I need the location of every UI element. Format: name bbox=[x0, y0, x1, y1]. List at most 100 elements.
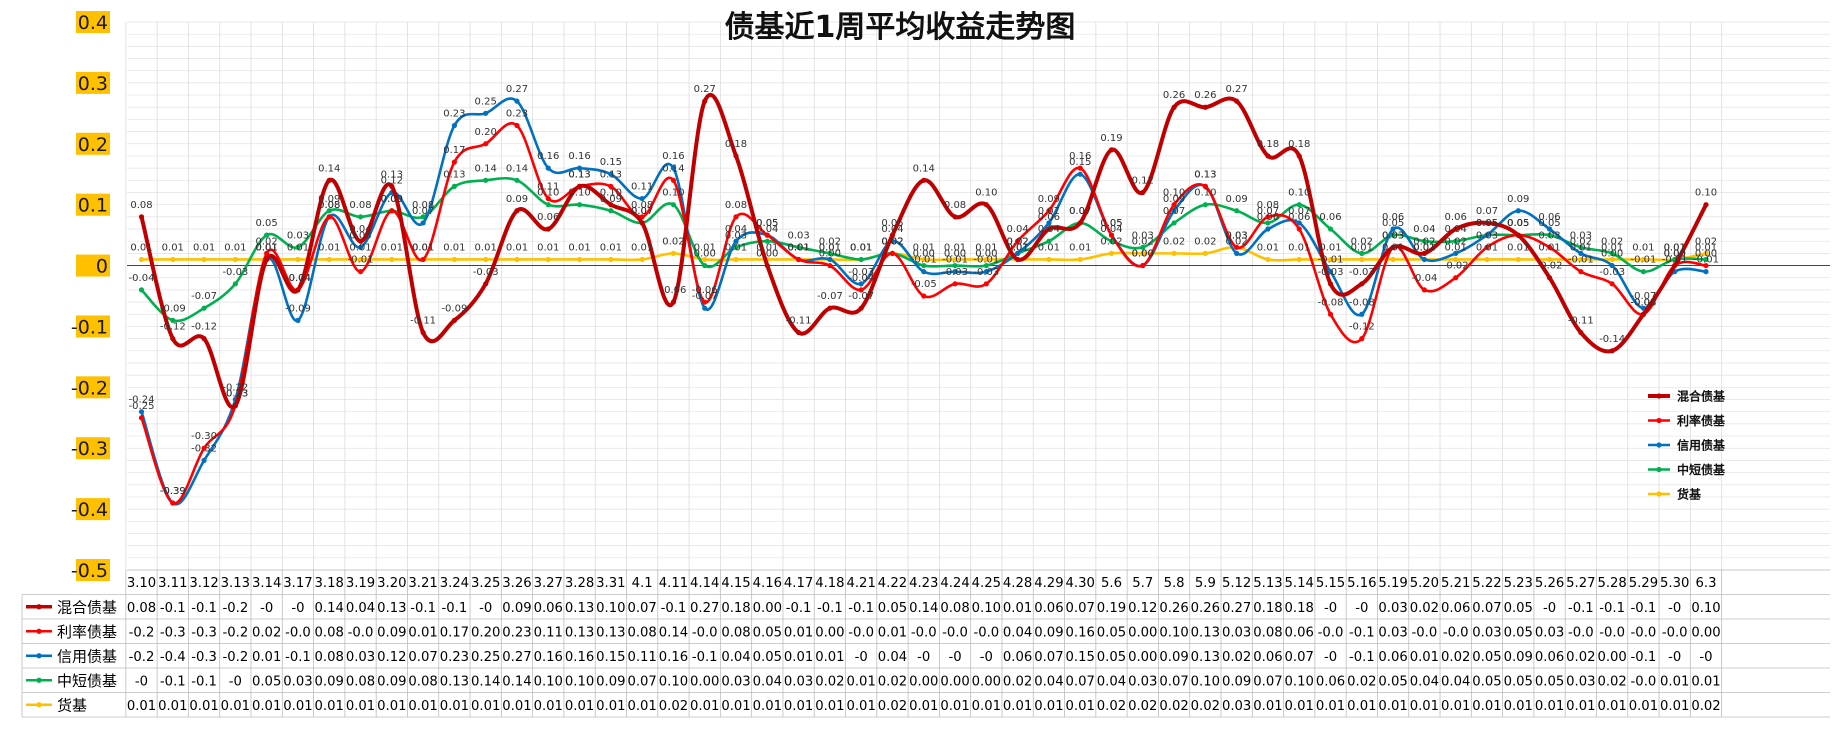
data-label: 0.07 bbox=[1288, 206, 1310, 217]
data-label: 0.01 bbox=[850, 242, 872, 253]
table-cell: 0.05 bbox=[1504, 601, 1533, 616]
y-tick-background bbox=[76, 71, 110, 94]
data-label: 0.18 bbox=[1257, 139, 1279, 150]
data-label: 0.10 bbox=[1288, 188, 1310, 199]
series-line bbox=[139, 92, 1708, 410]
table-cell: 0.02 bbox=[659, 699, 688, 714]
y-tick-background bbox=[76, 11, 110, 33]
table-cell: 0.03 bbox=[1566, 674, 1595, 689]
data-point bbox=[1609, 256, 1615, 263]
data-label: -0.07 bbox=[191, 291, 217, 302]
data-point bbox=[1327, 269, 1334, 275]
data-label: -0.09 bbox=[160, 303, 186, 314]
table-cell: 0.00 bbox=[1597, 650, 1626, 665]
data-label: 0.14 bbox=[475, 163, 497, 174]
data-label: -0.07 bbox=[1630, 291, 1656, 302]
data-point bbox=[733, 214, 739, 220]
data-point bbox=[1484, 232, 1490, 238]
data-label: 0.06 bbox=[1319, 212, 1341, 223]
data-point bbox=[733, 244, 739, 250]
x-category-label: 3.24 bbox=[440, 576, 469, 591]
table-cell: 0.16 bbox=[534, 650, 563, 665]
data-point bbox=[1327, 256, 1334, 263]
data-point bbox=[1327, 226, 1334, 232]
table-cell: 0.02 bbox=[1566, 650, 1595, 665]
table-cell: 0.04 bbox=[721, 650, 750, 665]
data-label: 0.00 bbox=[1132, 249, 1154, 260]
table-cell: 0.26 bbox=[1191, 601, 1220, 616]
table-cell: 0.18 bbox=[1253, 601, 1282, 616]
data-label: 0.02 bbox=[1413, 236, 1435, 247]
table-series-name: 中短债基 bbox=[57, 672, 117, 690]
table-cell: -0.2 bbox=[129, 650, 155, 665]
data-point bbox=[952, 269, 958, 275]
data-point bbox=[1453, 238, 1459, 244]
data-label: 0.01 bbox=[287, 242, 309, 253]
data-label: 0.08 bbox=[349, 200, 371, 211]
table-cell: 0.20 bbox=[471, 625, 500, 640]
data-point bbox=[1609, 262, 1615, 269]
data-label: 0.01 bbox=[1632, 242, 1654, 253]
data-label: -0.01 bbox=[348, 255, 374, 266]
data-point bbox=[295, 287, 301, 293]
table-cell: -0.0 bbox=[1599, 625, 1625, 640]
data-label: 0.02 bbox=[1695, 236, 1717, 247]
x-category-label: 5.13 bbox=[1253, 576, 1282, 591]
table-cell: 0.13 bbox=[1191, 650, 1220, 665]
data-point bbox=[1546, 256, 1553, 263]
data-point bbox=[170, 317, 176, 323]
data-point bbox=[420, 329, 426, 336]
x-category-label: 5.7 bbox=[1132, 576, 1153, 591]
data-point bbox=[1578, 269, 1584, 275]
table-cell: 0.01 bbox=[252, 650, 281, 665]
chart-title: 债基近1周平均收益走势图 bbox=[725, 10, 1076, 45]
table-series-name: 货基 bbox=[57, 696, 87, 714]
y-axis-tick-labels: 0.4 0.3 0.2 0.1 0 -0.1 -0.2 -0.3 -0.4 -0.5 bbox=[71, 11, 110, 582]
data-label: 0.01 bbox=[162, 242, 184, 253]
data-label: -0.04 bbox=[285, 273, 311, 284]
data-label: 0.09 bbox=[381, 194, 403, 205]
table-cell: -0 bbox=[135, 674, 148, 689]
data-label: 0.10 bbox=[975, 188, 997, 199]
table-legend-marker bbox=[36, 628, 42, 634]
data-point bbox=[451, 183, 457, 189]
table-cell: 0.09 bbox=[1222, 674, 1251, 689]
table-cell: -0.3 bbox=[160, 625, 186, 640]
data-point bbox=[764, 238, 770, 244]
table-cell: 0.13 bbox=[596, 625, 625, 640]
data-point bbox=[952, 281, 958, 287]
data-label: 0.23 bbox=[443, 109, 465, 120]
data-point bbox=[389, 183, 395, 189]
data-label: 0.02 bbox=[1006, 236, 1028, 247]
data-label: -0.01 bbox=[973, 255, 999, 266]
y-tick-background bbox=[76, 437, 110, 460]
table-cell: -0.0 bbox=[942, 625, 968, 640]
data-point bbox=[295, 244, 301, 250]
data-point bbox=[1296, 153, 1302, 159]
data-point bbox=[1421, 238, 1427, 244]
data-label: 0.01 bbox=[756, 242, 778, 253]
data-label: 0.01 bbox=[506, 242, 528, 253]
data-label: 0.06 bbox=[1382, 212, 1404, 223]
data-label: -0.07 bbox=[817, 291, 843, 302]
data-point bbox=[451, 317, 457, 323]
table-cell: 0.10 bbox=[565, 674, 594, 689]
data-label: 0.03 bbox=[1132, 230, 1154, 241]
data-point bbox=[1046, 220, 1052, 226]
table-cell: 0.05 bbox=[878, 601, 907, 616]
data-label: 0.01 bbox=[631, 242, 653, 253]
data-label: 0.01 bbox=[475, 242, 497, 253]
data-point bbox=[1421, 250, 1427, 256]
table-cell: 0.02 bbox=[1128, 699, 1157, 714]
table-cell: 0.09 bbox=[377, 674, 406, 689]
table-cell: 0.14 bbox=[659, 625, 688, 640]
table-cell: 0.07 bbox=[1472, 601, 1501, 616]
table-cell: 0.02 bbox=[1159, 699, 1188, 714]
legend-label: 利率债基 bbox=[1677, 413, 1726, 428]
data-label: 0.01 bbox=[256, 242, 278, 253]
data-label: 0.01 bbox=[850, 242, 872, 253]
data-point bbox=[702, 98, 708, 104]
x-category-label: 5.30 bbox=[1660, 576, 1689, 591]
x-category-label: 3.10 bbox=[127, 576, 156, 591]
data-point bbox=[1140, 189, 1146, 196]
